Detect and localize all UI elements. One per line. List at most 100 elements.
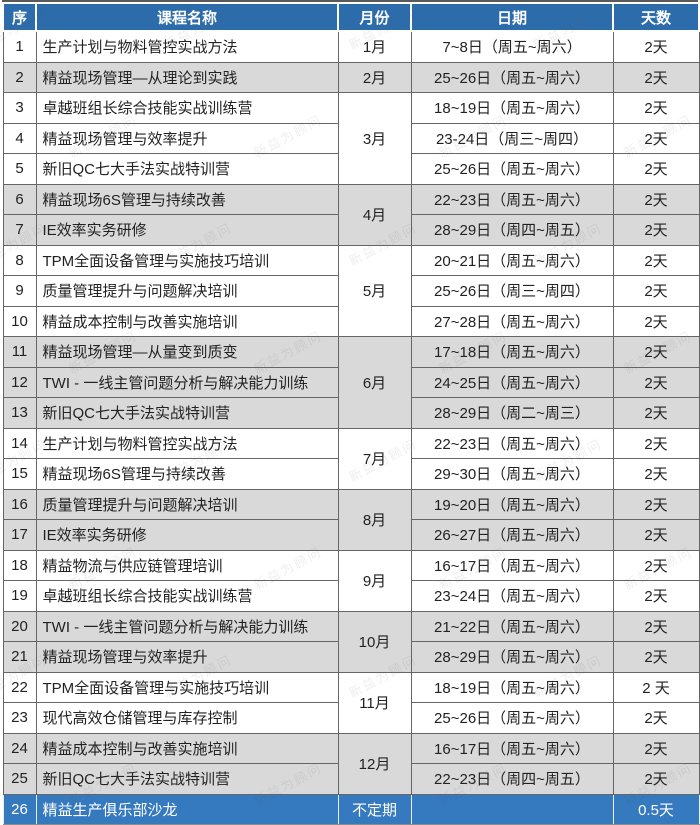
date-cell: 23-24日（周三~周四） bbox=[410, 122, 614, 154]
date-cell: 28~29日（周二~周三） bbox=[410, 397, 614, 429]
date-cell: 18~19日（周五~周六） bbox=[410, 92, 614, 124]
course-name-cell: TPM全面设备管理与实施技巧培训 bbox=[35, 671, 339, 703]
row-number-cell: 13 bbox=[2, 397, 37, 429]
days-cell: 2天 bbox=[612, 92, 700, 124]
month-cell: 2月 bbox=[337, 61, 412, 93]
course-name-cell: TWI - 一线主管问题分析与解决能力训练 bbox=[35, 610, 339, 642]
date-cell: 17~18日（周五~周六） bbox=[410, 336, 614, 368]
course-name-cell: 精益物流与供应链管理培训 bbox=[35, 549, 339, 581]
row-number-cell: 11 bbox=[2, 336, 37, 368]
date-cell bbox=[410, 793, 614, 825]
course-name-cell: TWI - 一线主管问题分析与解决能力训练 bbox=[35, 366, 339, 398]
month-cell: 9月 bbox=[337, 549, 412, 612]
row-number-cell: 6 bbox=[2, 183, 37, 215]
days-cell: 2天 bbox=[612, 244, 700, 276]
month-cell: 3月 bbox=[337, 92, 412, 185]
course-name-cell: 精益成本控制与改善实施培训 bbox=[35, 305, 339, 337]
table-row: 8 TPM全面设备管理与实施技巧培训 5月 20~21日（周五~周六） 2天 bbox=[2, 244, 700, 337]
course-name-cell: 精益现场6S管理与持续改善 bbox=[35, 458, 339, 490]
date-cell: 29~30日（周五~周六） bbox=[410, 458, 614, 490]
days-cell: 2天 bbox=[612, 183, 700, 215]
date-cell: 24~25日（周五~周六） bbox=[410, 366, 614, 398]
table-row: 7 IE效率实务研修 28~29日（周四~周五） 2天 bbox=[2, 214, 700, 246]
date-cell: 18~19日（周五~周六） bbox=[410, 671, 614, 703]
table-row: 5 新旧QC七大手法实战特训营 25~26日（周五~周六） 2天 bbox=[2, 153, 700, 185]
month-cell: 7月 bbox=[337, 427, 412, 490]
table-row: 26 精益生产俱乐部沙龙 不定期 0.5天 bbox=[2, 793, 700, 825]
row-number-cell: 9 bbox=[2, 275, 37, 307]
header-course-name: 课程名称 bbox=[35, 2, 339, 32]
table-row: 18 精益物流与供应链管理培训 9月 16~17日（周五~周六） 2天 bbox=[2, 549, 700, 612]
table-row: 19 卓越班组长综合技能实战训练营 23~24日（周五~周六） 2天 bbox=[2, 580, 700, 612]
month-cell: 不定期 bbox=[337, 793, 412, 825]
table-row: 20 TWI - 一线主管问题分析与解决能力训练 10月 21~22日（周五~周六） 2… bbox=[2, 610, 700, 673]
row-number-cell: 15 bbox=[2, 458, 37, 490]
date-cell: 23~24日（周五~周六） bbox=[410, 580, 614, 612]
date-cell: 19~20日（周五~周六） bbox=[410, 488, 614, 520]
row-number-cell: 24 bbox=[2, 732, 37, 764]
days-cell: 2天 bbox=[612, 336, 700, 368]
row-number-cell: 19 bbox=[2, 580, 37, 612]
header-row: 序 课程名称 月份 日期 天数 bbox=[2, 2, 700, 32]
row-number-cell: 18 bbox=[2, 549, 37, 581]
days-cell: 2天 bbox=[612, 153, 700, 185]
date-cell: 25~26日（周五~周六） bbox=[410, 61, 614, 93]
table-row: 4 精益现场管理与效率提升 23-24日（周三~周四） 2天 bbox=[2, 122, 700, 154]
days-cell: 2天 bbox=[612, 702, 700, 734]
row-number-cell: 17 bbox=[2, 519, 37, 551]
row-number-cell: 8 bbox=[2, 244, 37, 276]
row-number-cell: 4 bbox=[2, 122, 37, 154]
course-name-cell: IE效率实务研修 bbox=[35, 519, 339, 551]
month-cell: 5月 bbox=[337, 244, 412, 337]
date-cell: 22~23日（周四~周五） bbox=[410, 763, 614, 795]
date-cell: 7~8日（周五~周六） bbox=[410, 30, 614, 63]
month-cell: 11月 bbox=[337, 671, 412, 734]
row-number-cell: 2 bbox=[2, 61, 37, 93]
days-cell: 2天 bbox=[612, 366, 700, 398]
date-cell: 20~21日（周五~周六） bbox=[410, 244, 614, 276]
course-name-cell: 精益现场管理—从量变到质变 bbox=[35, 336, 339, 368]
days-cell: 2天 bbox=[612, 763, 700, 795]
days-cell: 2 天 bbox=[612, 671, 700, 703]
days-cell: 2天 bbox=[612, 61, 700, 93]
date-cell: 21~22日（周五~周六） bbox=[410, 610, 614, 642]
course-name-cell: 生产计划与物料管控实战方法 bbox=[35, 427, 339, 459]
schedule-body: 1 生产计划与物料管控实战方法 1月 7~8日（周五~周六） 2天 2 精益现场管理—从理论… bbox=[2, 30, 700, 825]
table-row: 3 卓越班组长综合技能实战训练营 3月 18~19日（周五~周六） 2天 bbox=[2, 92, 700, 185]
table-row: 1 生产计划与物料管控实战方法 1月 7~8日（周五~周六） 2天 bbox=[2, 30, 700, 63]
course-name-cell: TPM全面设备管理与实施技巧培训 bbox=[35, 244, 339, 276]
table-row: 6 精益现场6S管理与持续改善 4月 22~23日（周五~周六） 2天 bbox=[2, 183, 700, 246]
row-number-cell: 14 bbox=[2, 427, 37, 459]
days-cell: 2天 bbox=[612, 122, 700, 154]
table-row: 22 TPM全面设备管理与实施技巧培训 11月 18~19日（周五~周六） 2 天 bbox=[2, 671, 700, 734]
course-name-cell: 质量管理提升与问题解决培训 bbox=[35, 275, 339, 307]
days-cell: 2天 bbox=[612, 458, 700, 490]
course-name-cell: 精益现场管理与效率提升 bbox=[35, 641, 339, 673]
days-cell: 2天 bbox=[612, 214, 700, 246]
course-name-cell: 精益现场管理与效率提升 bbox=[35, 122, 339, 154]
days-cell: 2天 bbox=[612, 397, 700, 429]
days-cell: 2天 bbox=[612, 275, 700, 307]
date-cell: 26~27日（周五~周六） bbox=[410, 519, 614, 551]
days-cell: 0.5天 bbox=[612, 793, 700, 825]
table-row: 14 生产计划与物料管控实战方法 7月 22~23日（周五~周六） 2天 bbox=[2, 427, 700, 490]
row-number-cell: 7 bbox=[2, 214, 37, 246]
course-name-cell: 精益现场6S管理与持续改善 bbox=[35, 183, 339, 215]
row-number-cell: 22 bbox=[2, 671, 37, 703]
days-cell: 2天 bbox=[612, 610, 700, 642]
row-number-cell: 16 bbox=[2, 488, 37, 520]
row-number-cell: 25 bbox=[2, 763, 37, 795]
course-name-cell: 卓越班组长综合技能实战训练营 bbox=[35, 92, 339, 124]
date-cell: 25~26日（周五~周六） bbox=[410, 153, 614, 185]
row-number-cell: 3 bbox=[2, 92, 37, 124]
table-row: 12 TWI - 一线主管问题分析与解决能力训练 24~25日（周五~周六） 2天 bbox=[2, 366, 700, 398]
table-row: 9 质量管理提升与问题解决培训 25~26日（周三~周四） 2天 bbox=[2, 275, 700, 307]
days-cell: 2天 bbox=[612, 305, 700, 337]
course-name-cell: 精益生产俱乐部沙龙 bbox=[35, 793, 339, 825]
row-number-cell: 21 bbox=[2, 641, 37, 673]
course-name-cell: 新旧QC七大手法实战特训营 bbox=[35, 153, 339, 185]
course-name-cell: 新旧QC七大手法实战特训营 bbox=[35, 397, 339, 429]
course-name-cell: 新旧QC七大手法实战特训营 bbox=[35, 763, 339, 795]
row-number-cell: 26 bbox=[2, 793, 37, 825]
